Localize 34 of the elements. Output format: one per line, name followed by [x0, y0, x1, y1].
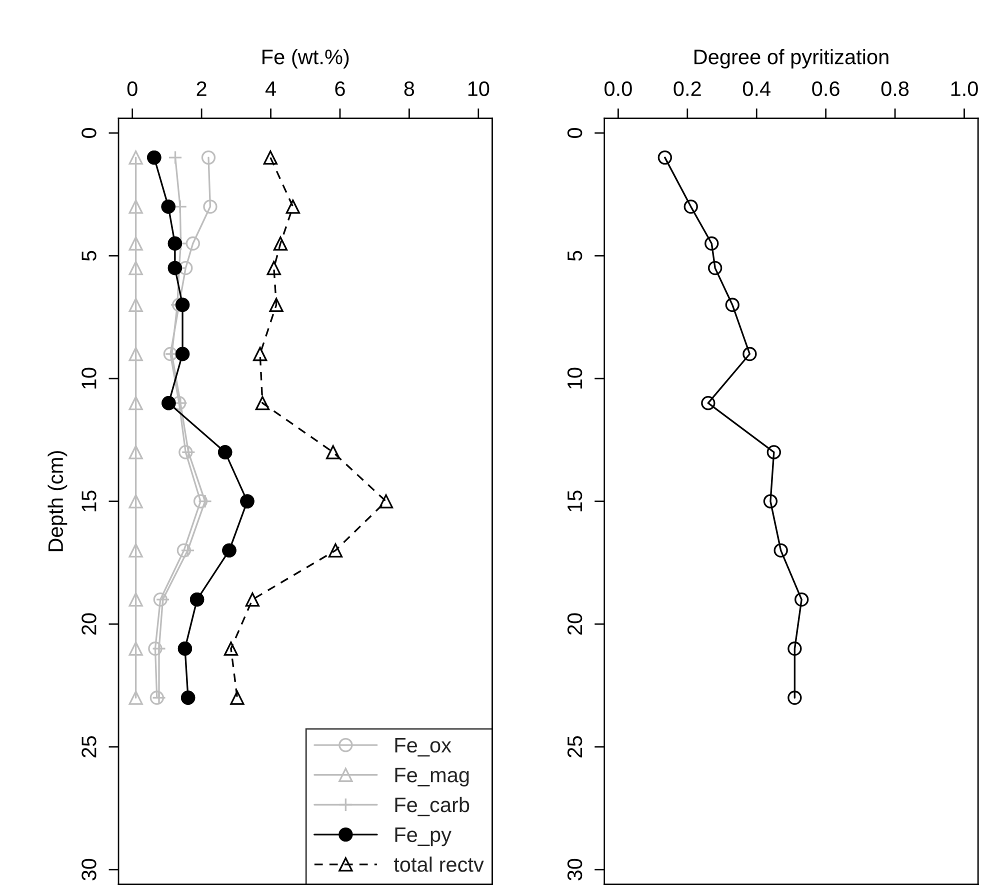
x-tick-label: 0.0 [604, 81, 632, 96]
y-tick-label: 5 [82, 250, 96, 261]
x-tick-label: 0.2 [674, 81, 701, 96]
y-tick-label: 15 [568, 490, 582, 512]
x-tick-label: 10 [468, 81, 490, 96]
legend-label: Fe_py [395, 828, 452, 846]
x-tick-label: 0.4 [742, 81, 770, 96]
x-axis-title: Degree of pyritization [694, 49, 888, 68]
y-tick-label: 25 [82, 736, 96, 758]
x-tick-label: 6 [335, 81, 345, 96]
x-tick-label: 0.6 [812, 81, 840, 96]
y-tick-label: 5 [568, 250, 582, 261]
y-tick-label: 0 [567, 128, 582, 138]
x-tick-label: 0.8 [881, 81, 909, 96]
x-tick-label: 8 [404, 81, 414, 96]
legend-label: total rectv [394, 856, 484, 872]
y-axis-title: Depth (cm) [48, 451, 68, 552]
x-tick-label: 2 [196, 81, 206, 96]
x-axis-title: Fe (wt.%) [262, 49, 349, 68]
y-tick-label: 20 [82, 613, 96, 635]
y-tick-label: 30 [82, 858, 96, 880]
y-tick-label: 0 [82, 128, 96, 138]
legend-label: Fe_ox [395, 738, 452, 756]
x-tick-label: 1.0 [951, 81, 978, 96]
x-tick-label: 4 [265, 82, 276, 96]
legend-label: Fe_carb [395, 796, 470, 816]
y-tick-label: 10 [82, 368, 96, 389]
y-tick-label: 15 [82, 490, 96, 512]
y-tick-label: 30 [567, 858, 582, 880]
y-tick-label: 10 [567, 368, 582, 389]
y-tick-label: 25 [567, 736, 582, 758]
x-tick-label: 0 [127, 81, 138, 96]
y-tick-label: 20 [567, 613, 582, 635]
legend-label: Fe_mag [395, 768, 469, 787]
